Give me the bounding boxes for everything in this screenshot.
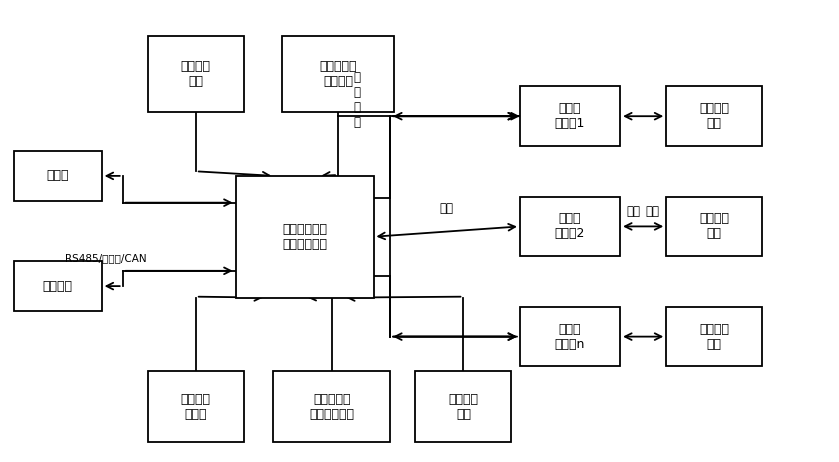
Text: 功率柜
控制器1: 功率柜 控制器1 <box>555 102 586 130</box>
Text: 功率融通变流
模块总控制器: 功率融通变流 模块总控制器 <box>282 223 327 251</box>
Text: 功率模块
单元: 功率模块 单元 <box>699 213 729 240</box>
FancyBboxPatch shape <box>282 36 394 112</box>
FancyBboxPatch shape <box>148 36 244 112</box>
Text: 功率模块
单元: 功率模块 单元 <box>699 102 729 130</box>
Text: 各开关状
态信号: 各开关状 态信号 <box>181 393 211 421</box>
Text: 光
纤
通
讯: 光 纤 通 讯 <box>353 71 360 129</box>
FancyBboxPatch shape <box>520 307 620 366</box>
FancyBboxPatch shape <box>14 151 102 201</box>
Text: 末端网压
信号: 末端网压 信号 <box>181 60 211 88</box>
FancyBboxPatch shape <box>520 86 620 146</box>
FancyBboxPatch shape <box>415 371 512 442</box>
Text: 光纤: 光纤 <box>440 202 454 215</box>
Text: 光纤: 光纤 <box>627 205 641 218</box>
Text: 装置内部电
压、电流信号: 装置内部电 压、电流信号 <box>310 393 354 421</box>
Text: 首端电压、
电流信号: 首端电压、 电流信号 <box>319 60 357 88</box>
FancyBboxPatch shape <box>666 307 763 366</box>
FancyBboxPatch shape <box>274 371 390 442</box>
FancyBboxPatch shape <box>666 196 763 256</box>
FancyBboxPatch shape <box>520 196 620 256</box>
Text: 功率柜
控制器2: 功率柜 控制器2 <box>555 213 586 240</box>
Text: RS485/以太网/CAN: RS485/以太网/CAN <box>65 254 147 263</box>
Text: 功率柜
控制器n: 功率柜 控制器n <box>555 322 586 351</box>
Text: 光纤: 光纤 <box>645 205 659 218</box>
Text: 上位机: 上位机 <box>47 170 69 182</box>
FancyBboxPatch shape <box>14 261 102 311</box>
Text: 功率模块
单元: 功率模块 单元 <box>699 322 729 351</box>
Text: 温度调节
系统: 温度调节 系统 <box>448 393 478 421</box>
FancyBboxPatch shape <box>666 86 763 146</box>
FancyBboxPatch shape <box>236 176 373 298</box>
Text: 后台监控: 后台监控 <box>43 280 73 292</box>
FancyBboxPatch shape <box>148 371 244 442</box>
